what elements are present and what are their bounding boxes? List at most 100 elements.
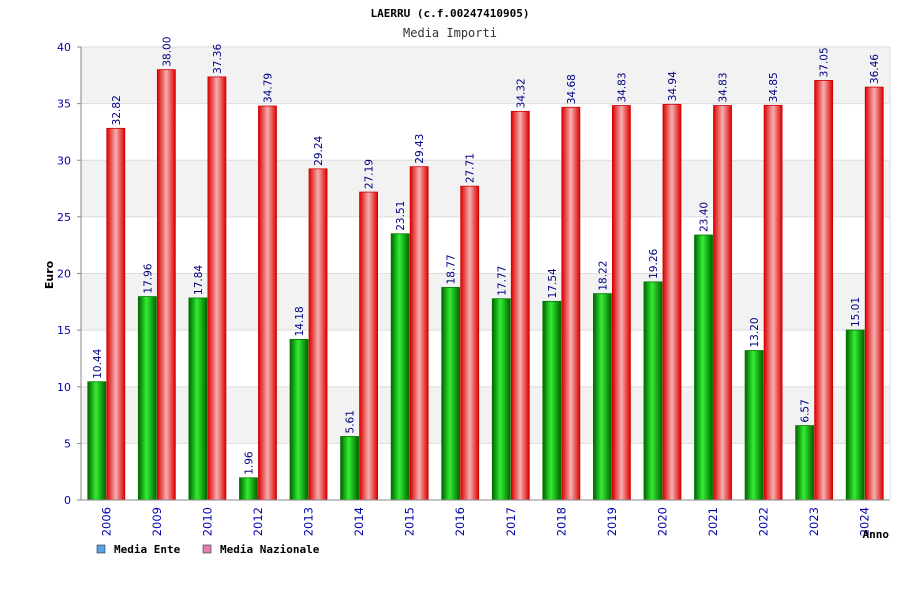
- chart-subtitle: Media Importi: [403, 26, 497, 40]
- axes: [80, 47, 891, 501]
- data-label-media-nazionale-2021: 34.83: [718, 72, 730, 102]
- bar-media-ente-2009: [137, 296, 157, 501]
- bar-media-ente-2014: [340, 436, 359, 501]
- bar-media-ente-2022: [744, 350, 764, 501]
- data-label-media-nazionale-2020: 34.94: [667, 71, 679, 101]
- data-label-media-nazionale-2024: 36.46: [869, 54, 881, 84]
- data-label-media-ente-2019: 18.22: [597, 261, 609, 291]
- data-label-media-nazionale-2023: 37.05: [819, 47, 831, 77]
- x-tick-label-2024: 2024: [858, 507, 872, 536]
- bar-media-ente-2024: [845, 329, 865, 501]
- chart-title: LAERRU (c.f.00247410905): [371, 7, 530, 20]
- bar-media-nazionale-2022: [763, 104, 783, 501]
- data-label-media-nazionale-2013: 29.24: [313, 135, 325, 165]
- x-tick-label-2021: 2021: [706, 507, 720, 536]
- bar-media-ente-2015: [390, 233, 410, 501]
- bar-media-nazionale-2020: [662, 103, 682, 501]
- x-tick-label-2017: 2017: [504, 507, 518, 536]
- y-tick-label: 25: [57, 211, 71, 224]
- x-axis-label: Anno: [863, 528, 890, 541]
- data-label-media-nazionale-2019: 34.83: [616, 72, 628, 102]
- bar-media-nazionale-2021: [713, 105, 732, 501]
- data-label-media-nazionale-2015: 29.43: [414, 134, 426, 164]
- data-label-media-ente-2020: 19.26: [648, 249, 660, 279]
- x-tick-label-2013: 2013: [302, 507, 316, 536]
- y-tick-labels: 0 5 10 15 20 25 30 35 40: [57, 41, 71, 507]
- y-tick-label: 0: [64, 494, 71, 507]
- x-tick-label-2009: 2009: [150, 507, 164, 536]
- x-tick-label-2022: 2022: [757, 507, 771, 536]
- y-tick-label: 10: [57, 381, 71, 394]
- data-label-media-ente-2022: 13.20: [749, 317, 761, 347]
- bar-media-nazionale-2015: [409, 166, 429, 501]
- bar-media-nazionale-2019: [612, 105, 631, 501]
- y-tick-label: 15: [57, 324, 71, 337]
- legend: Media Ente Media Nazionale: [96, 543, 320, 556]
- bar-media-ente-2019: [593, 293, 612, 501]
- x-tick-label-2020: 2020: [655, 507, 669, 536]
- bar-media-ente-2006: [87, 381, 107, 501]
- bar-media-nazionale-2013: [308, 168, 328, 501]
- data-label-media-nazionale-2009: 38.00: [161, 37, 173, 67]
- y-tick-label: 40: [57, 41, 71, 54]
- y-axis-label: Euro: [43, 260, 56, 289]
- bar-media-nazionale-2009: [156, 69, 176, 501]
- bar-media-nazionale-2018: [561, 106, 581, 501]
- data-label-media-nazionale-2006: 32.82: [111, 95, 123, 125]
- data-label-media-ente-2013: 14.18: [294, 306, 306, 336]
- data-label-media-ente-2018: 17.54: [547, 268, 559, 298]
- x-tick-label-2019: 2019: [605, 507, 619, 536]
- legend-label-media-ente: Media Ente: [114, 543, 181, 556]
- y-tick-label: 30: [57, 154, 71, 167]
- data-label-media-ente-2021: 23.40: [699, 202, 711, 232]
- bar-media-nazionale-2012: [258, 105, 277, 501]
- y-tick-label: 35: [57, 98, 71, 111]
- x-tick-labels: 2006 2009 2010 2012 2013 2014 2015 2016 2017 2018…: [99, 507, 871, 536]
- legend-swatch-media-nazionale: [202, 544, 212, 554]
- data-label-media-ente-2024: 15.01: [850, 297, 862, 327]
- legend-label-media-nazionale: Media Nazionale: [220, 543, 320, 556]
- data-label-media-ente-2006: 10.44: [92, 348, 104, 378]
- x-tick-label-2023: 2023: [807, 507, 821, 536]
- bar-media-nazionale-2023: [814, 80, 834, 501]
- bar-media-ente-2017: [491, 298, 511, 501]
- bar-labels: 10.44 32.82 17.96 38.00 17.84 37.36 1.96 34.79 1…: [92, 37, 881, 475]
- x-tick-label-2014: 2014: [352, 507, 366, 536]
- x-tick-label-2018: 2018: [554, 507, 568, 536]
- data-label-media-ente-2012: 1.96: [243, 451, 255, 475]
- bar-media-ente-2013: [289, 339, 309, 501]
- data-label-media-nazionale-2010: 37.36: [212, 44, 224, 74]
- bar-media-nazionale-2010: [207, 76, 227, 501]
- data-label-media-ente-2017: 17.77: [496, 266, 508, 296]
- x-tick-label-2010: 2010: [200, 507, 214, 536]
- bar-media-ente-2018: [542, 300, 562, 501]
- y-tick-label: 5: [64, 437, 71, 450]
- data-label-media-nazionale-2012: 34.79: [262, 73, 274, 103]
- bar-media-ente-2023: [795, 425, 815, 501]
- data-label-media-nazionale-2018: 34.68: [566, 74, 578, 104]
- data-label-media-nazionale-2017: 34.32: [515, 78, 527, 108]
- legend-swatch-media-ente: [96, 544, 106, 554]
- data-label-media-ente-2010: 17.84: [193, 265, 205, 295]
- bars: [87, 69, 884, 501]
- x-tick-label-2006: 2006: [99, 507, 113, 536]
- data-label-media-ente-2014: 5.61: [345, 410, 357, 433]
- y-tick-label: 20: [57, 268, 71, 281]
- bar-media-nazionale-2016: [460, 185, 480, 501]
- bar-media-nazionale-2017: [510, 110, 530, 501]
- data-label-media-ente-2015: 23.51: [395, 201, 407, 231]
- data-label-media-ente-2023: 6.57: [800, 399, 812, 422]
- bar-media-nazionale-2014: [359, 191, 378, 501]
- x-tick-label-2012: 2012: [251, 507, 265, 536]
- data-label-media-nazionale-2016: 27.71: [465, 153, 477, 183]
- data-label-media-nazionale-2022: 34.85: [768, 72, 780, 102]
- data-label-media-ente-2016: 18.77: [446, 254, 458, 284]
- bar-media-ente-2012: [239, 477, 258, 501]
- data-label-media-ente-2009: 17.96: [142, 263, 154, 293]
- bar-media-ente-2016: [441, 287, 461, 501]
- x-tick-label-2015: 2015: [403, 507, 417, 536]
- bar-media-ente-2020: [643, 281, 663, 501]
- bar-media-ente-2021: [694, 234, 713, 501]
